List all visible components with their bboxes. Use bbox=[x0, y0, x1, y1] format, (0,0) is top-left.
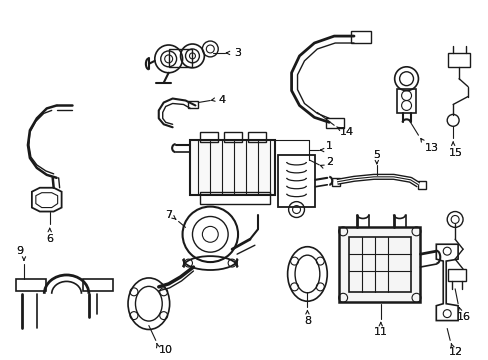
Bar bbox=[190, 140, 274, 195]
Text: 16: 16 bbox=[456, 312, 470, 321]
Bar bbox=[396, 89, 416, 113]
Text: 1: 1 bbox=[325, 141, 332, 151]
Text: 6: 6 bbox=[46, 234, 53, 244]
Bar bbox=[447, 269, 465, 281]
Text: 10: 10 bbox=[159, 345, 172, 355]
Text: 7: 7 bbox=[165, 210, 172, 220]
Bar bbox=[277, 155, 315, 207]
Text: 4: 4 bbox=[218, 95, 225, 104]
Text: 13: 13 bbox=[424, 143, 437, 153]
Text: 2: 2 bbox=[325, 157, 332, 167]
Bar bbox=[188, 100, 198, 108]
Text: 14: 14 bbox=[339, 127, 353, 137]
Text: 11: 11 bbox=[373, 328, 387, 337]
Bar bbox=[247, 132, 265, 142]
Text: 3: 3 bbox=[234, 48, 241, 58]
Text: 14: 14 bbox=[339, 127, 353, 137]
Bar bbox=[339, 228, 420, 302]
Text: 15: 15 bbox=[448, 148, 462, 158]
Bar bbox=[16, 279, 46, 291]
Bar bbox=[418, 181, 426, 189]
Text: 7: 7 bbox=[165, 210, 172, 220]
Text: 9: 9 bbox=[17, 246, 23, 256]
Text: 4: 4 bbox=[218, 95, 225, 104]
Text: 5: 5 bbox=[372, 150, 380, 160]
Text: 15: 15 bbox=[448, 148, 462, 158]
Text: 8: 8 bbox=[303, 316, 310, 325]
Text: 12: 12 bbox=[448, 347, 462, 357]
Text: 2: 2 bbox=[325, 157, 332, 167]
Bar bbox=[200, 132, 218, 142]
Text: 9: 9 bbox=[17, 246, 23, 256]
Text: 5: 5 bbox=[372, 150, 380, 160]
Text: 16: 16 bbox=[456, 312, 470, 321]
Bar bbox=[447, 53, 469, 67]
Bar bbox=[224, 132, 242, 142]
Text: 11: 11 bbox=[373, 328, 387, 337]
Text: 3: 3 bbox=[234, 48, 241, 58]
Bar bbox=[83, 279, 113, 291]
Text: 8: 8 bbox=[303, 316, 310, 325]
Text: 1: 1 bbox=[325, 141, 332, 151]
Bar bbox=[350, 31, 370, 43]
Bar bbox=[348, 237, 410, 292]
Text: 13: 13 bbox=[424, 143, 437, 153]
Bar bbox=[325, 118, 344, 128]
Text: 6: 6 bbox=[46, 234, 53, 244]
Text: 10: 10 bbox=[159, 345, 172, 355]
Text: 12: 12 bbox=[448, 347, 462, 357]
Bar bbox=[168, 49, 192, 67]
Bar bbox=[331, 178, 340, 186]
Bar bbox=[200, 192, 269, 204]
